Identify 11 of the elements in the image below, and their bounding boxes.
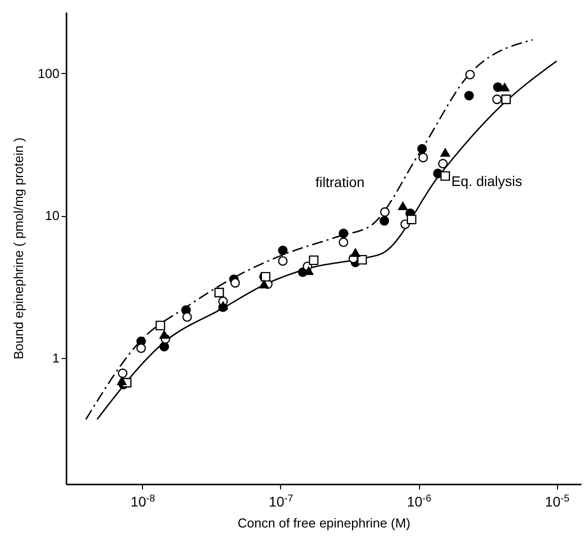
x-tick-label: 10$^{-5}$ bbox=[544, 493, 570, 510]
x-tick-label: 10$^{-6}$ bbox=[406, 493, 432, 510]
series-label: Eq. dialysis bbox=[451, 172, 522, 189]
y-tick-label: 10 bbox=[45, 208, 60, 224]
y-tick-label: 100 bbox=[38, 66, 60, 81]
x-tick-label: 10$^{-7}$ bbox=[268, 493, 294, 510]
y-tick-label: 1 bbox=[52, 350, 60, 366]
y-axis-title: Bound epinephrine ( pmol/mg protein ) bbox=[10, 138, 26, 360]
x-tick-label: 10$^{-8}$ bbox=[130, 493, 156, 510]
x-axis-title: Concn of free epinephrine (M) bbox=[238, 516, 410, 530]
text: filtration bbox=[316, 174, 365, 190]
